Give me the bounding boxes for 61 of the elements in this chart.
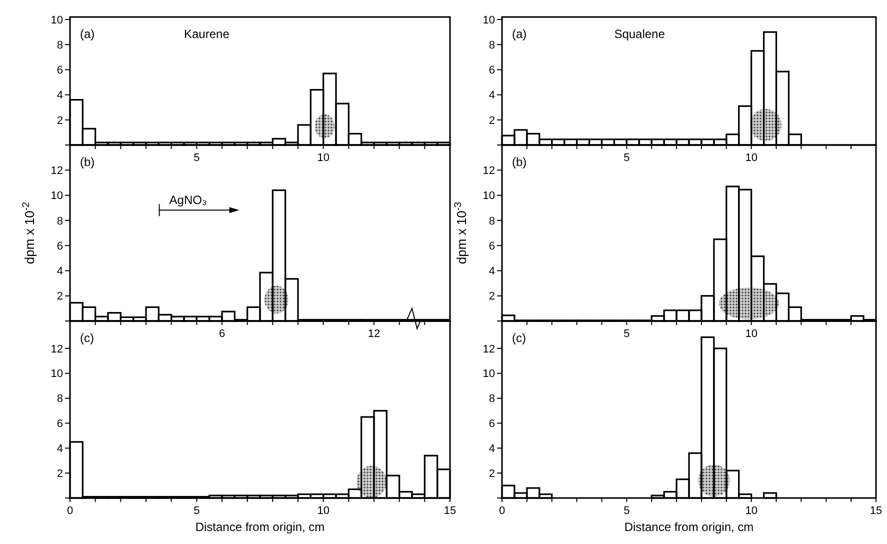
y-tick-label: 10 xyxy=(50,14,63,26)
y-tick-label: 8 xyxy=(488,215,495,228)
y-tick-label: 2 xyxy=(488,468,495,480)
x-tick-label: 5 xyxy=(194,505,200,517)
x-tick-label: 5 xyxy=(194,152,200,164)
y-tick-label: 8 xyxy=(56,393,63,406)
y-tick-label: 12 xyxy=(50,164,63,177)
y-tick-label: 6 xyxy=(488,64,495,77)
x-tick-label: 5 xyxy=(624,152,630,164)
y-tick-label: 12 xyxy=(50,343,63,356)
x-tick-label: 0 xyxy=(498,505,506,517)
x-axis-title: Distance from origin, cm xyxy=(195,520,325,534)
y-tick-label: 10 xyxy=(482,14,495,26)
y-tick-label: 12 xyxy=(482,164,495,177)
text: Kaurene xyxy=(184,27,230,41)
annotation: (a) xyxy=(512,27,527,41)
annotation: (b) xyxy=(512,155,527,169)
annotation: (c) xyxy=(512,331,526,345)
y-tick-label: 10 xyxy=(50,190,63,202)
y-tick-label: 10 xyxy=(482,368,495,380)
x-tick-label: 10 xyxy=(745,328,758,340)
x-tick-label: 15 xyxy=(444,505,456,517)
y-tick-label: 12 xyxy=(482,343,495,356)
x-axis-title: Distance from origin, cm xyxy=(624,520,754,534)
y-tick-label: 8 xyxy=(488,393,495,406)
x-tick-label: 10 xyxy=(317,152,330,164)
y-tick-label: 6 xyxy=(488,240,495,252)
annotation: AgNO₃ xyxy=(169,193,207,208)
x-tick-label: 10 xyxy=(745,505,758,517)
annotation: (b) xyxy=(80,155,95,169)
annotation: (c) xyxy=(80,331,94,345)
x-tick-label: 5 xyxy=(624,505,630,517)
y-tick-label: 6 xyxy=(56,64,63,77)
x-tick-label: 6 xyxy=(218,328,226,340)
y-tick-label: 10 xyxy=(482,190,495,202)
text: Squalene xyxy=(614,27,666,41)
y-tick-label: 4 xyxy=(56,90,63,102)
y-tick-label: 8 xyxy=(488,39,495,52)
y-tick-label: 4 xyxy=(488,442,495,455)
y-tick-label: 6 xyxy=(56,240,63,252)
y-tick-label: 2 xyxy=(56,114,63,127)
x-tick-label: 0 xyxy=(66,505,74,517)
y-tick-label: 4 xyxy=(56,442,63,455)
y-tick-label: 4 xyxy=(56,266,63,278)
y-tick-label: 8 xyxy=(56,215,63,228)
y-tick-label: 10 xyxy=(50,368,63,380)
x-tick-label: 12 xyxy=(368,328,380,340)
y-tick-label: 8 xyxy=(56,39,63,52)
y-tick-label: 2 xyxy=(56,468,63,480)
annotation: (a) xyxy=(80,27,95,41)
y-tick-label: 4 xyxy=(488,90,495,102)
x-tick-label: 15 xyxy=(870,505,882,517)
y-tick-label: 6 xyxy=(56,418,63,430)
x-tick-label: 10 xyxy=(317,505,330,517)
x-tick-label: 10 xyxy=(745,152,758,164)
y-tick-label: 6 xyxy=(488,418,495,430)
y-tick-label: 2 xyxy=(56,290,63,303)
x-tick-label: 5 xyxy=(624,328,630,340)
y-tick-label: 2 xyxy=(488,290,495,303)
y-tick-label: 2 xyxy=(488,114,495,127)
y-tick-label: 4 xyxy=(488,266,495,278)
